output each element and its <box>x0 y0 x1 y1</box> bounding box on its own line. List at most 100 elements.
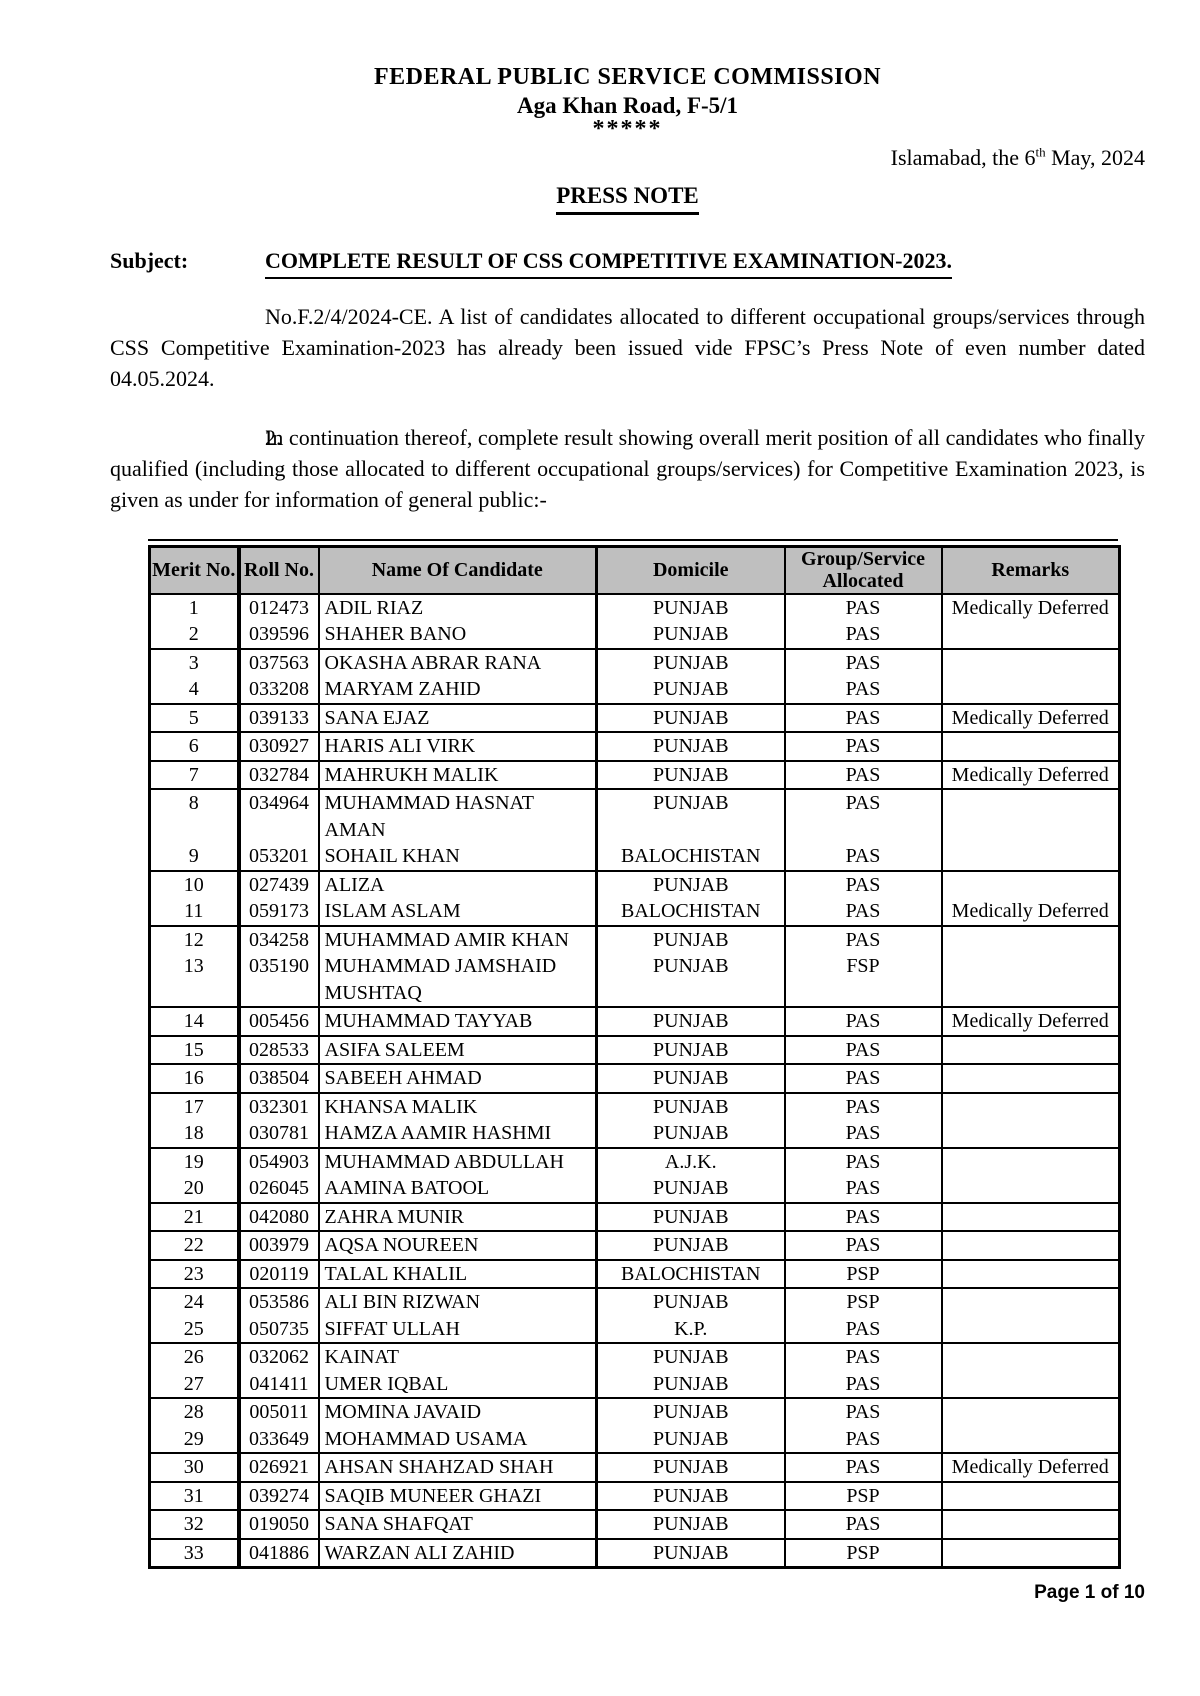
table-row: 32 019050 SANA SHAFQAT PUNJAB PAS <box>149 1510 1120 1540</box>
cell-name: ASIFA SALEEM <box>317 1035 597 1065</box>
cell-roll: 032784 <box>236 760 319 790</box>
table-row: 13 035190 MUHAMMAD JAMSHAID MUSHTAQ PUNJAB F… <box>149 953 1120 1008</box>
cell-remarks <box>940 1147 1120 1175</box>
cell-group: PAS <box>783 1120 942 1149</box>
table-row: 2 039596 SHAHER BANO PUNJAB PAS <box>149 621 1120 650</box>
cell-merit: 14 <box>149 1007 239 1037</box>
cell-name: MARYAM ZAHID <box>317 676 597 705</box>
cell-group: PSP <box>783 1288 942 1316</box>
table-row: 8 034964 MUHAMMAD HASNAT AMAN PUNJAB PAS <box>150 789 1120 843</box>
cell-group: FSP <box>783 953 942 1008</box>
cell-domicile: PUNJAB <box>595 1453 785 1483</box>
cell-roll: 027439 <box>236 870 319 898</box>
cell-domicile: A.J.K. <box>595 1147 785 1175</box>
cell-merit: 9 <box>149 843 239 872</box>
cell-group: PAS <box>783 1425 942 1454</box>
table-row: 19 054903 MUHAMMAD ABDULLAH A.J.K. PAS <box>150 1147 1120 1175</box>
cell-merit: 4 <box>149 676 239 705</box>
cell-name: MUHAMMAD ABDULLAH <box>317 1147 597 1175</box>
cell-roll: 034964 <box>236 789 319 843</box>
results-table-body: 1 012473 ADIL RIAZ PUNJAB PAS Medically Defer… <box>149 593 1120 1568</box>
cell-name: MUHAMMAD JAMSHAID MUSHTAQ <box>317 953 597 1008</box>
results-table-block: Merit No. Roll No. Name Of Candidate Domici… <box>148 539 1121 1569</box>
cell-remarks <box>940 1202 1120 1232</box>
header-cell-group: Group/Service Allocated <box>783 546 942 595</box>
date-text-rest: May, 2024 <box>1045 145 1145 170</box>
cell-name: MAHRUKH MALIK <box>317 760 597 790</box>
cell-remarks <box>940 1398 1120 1426</box>
press-note-heading: PRESS NOTE <box>556 181 699 215</box>
cell-roll: 005456 <box>236 1007 319 1037</box>
cell-roll: 030927 <box>236 732 319 762</box>
table-row: 21 042080 ZAHRA MUNIR PUNJAB PAS <box>149 1202 1120 1232</box>
cell-name: AAMINA BATOOL <box>317 1175 597 1204</box>
cell-group: PAS <box>783 1007 942 1037</box>
cell-merit: 31 <box>149 1481 239 1511</box>
cell-group: PSP <box>783 1259 942 1289</box>
cell-group: PAS <box>783 1343 942 1371</box>
cell-remarks <box>940 1259 1120 1289</box>
cell-name: TALAL KHALIL <box>317 1259 597 1289</box>
cell-roll: 038504 <box>236 1064 319 1094</box>
cell-roll: 005011 <box>236 1398 319 1426</box>
cell-group: PAS <box>783 925 942 953</box>
cell-remarks <box>940 1370 1120 1399</box>
results-table: Merit No. Roll No. Name Of Candidate Domici… <box>148 545 1121 1569</box>
cell-merit: 6 <box>149 732 239 762</box>
cell-remarks <box>940 1120 1120 1149</box>
cell-merit: 19 <box>183 1150 204 1173</box>
cell-merit: 12 <box>183 928 204 951</box>
table-row: 30 026921 AHSAN SHAHZAD SHAH PUNJAB PAS Medic… <box>149 1453 1120 1483</box>
table-row: 28 005011 MOMINA JAVAID PUNJAB PAS <box>150 1398 1120 1426</box>
cell-domicile: PUNJAB <box>595 1343 785 1371</box>
cell-domicile: PUNJAB <box>595 1538 785 1568</box>
cell-group: PAS <box>783 870 942 898</box>
cell-merit: 17 <box>183 1095 204 1118</box>
subject-row: Subject: COMPLETE RESULT OF CSS COMPETIT… <box>110 245 1145 279</box>
cell-roll: 054903 <box>236 1147 319 1175</box>
cell-domicile: PUNJAB <box>595 676 785 705</box>
date-ordinal-suffix: th <box>1035 144 1046 160</box>
cell-group: PAS <box>783 732 942 762</box>
cell-domicile: K.P. <box>595 1315 785 1344</box>
cell-name: SAQIB MUNEER GHAZI <box>317 1481 597 1511</box>
header-cell-domicile: Domicile <box>595 546 785 595</box>
cell-roll: 041886 <box>236 1538 319 1568</box>
cell-merit: 18 <box>149 1120 239 1149</box>
table-row: 26 032062 KAINAT PUNJAB PAS <box>150 1343 1120 1371</box>
table-row: 1 012473 ADIL RIAZ PUNJAB PAS Medically Defer… <box>150 593 1120 621</box>
cell-domicile: PUNJAB <box>595 1481 785 1511</box>
header-cell-remarks: Remarks <box>940 546 1120 595</box>
cell-roll: 003979 <box>236 1231 319 1261</box>
cell-name: KAINAT <box>317 1343 597 1371</box>
cell-merit: 33 <box>183 1541 204 1564</box>
cell-domicile: PUNJAB <box>595 732 785 762</box>
table-row: 31 039274 SAQIB MUNEER GHAZI PUNJAB PSP <box>149 1481 1120 1511</box>
cell-name: ADIL RIAZ <box>317 593 597 621</box>
page-footer: Page 1 of 10 <box>1034 1582 1145 1603</box>
cell-remarks <box>940 648 1120 676</box>
cell-name: MOMINA JAVAID <box>317 1398 597 1426</box>
cell-merit: 22 <box>149 1231 239 1261</box>
header-cell-name: Name Of Candidate <box>317 546 597 595</box>
cell-domicile: PUNJAB <box>595 1510 785 1540</box>
cell-remarks <box>940 789 1120 843</box>
table-top-rule <box>148 539 1118 541</box>
cell-domicile: BALOCHISTAN <box>595 1259 785 1289</box>
paragraph-2-text: In continuation thereof, complete result… <box>110 425 1145 512</box>
cell-domicile: PUNJAB <box>595 1288 785 1316</box>
cell-remarks <box>940 1175 1120 1204</box>
cell-roll: 019050 <box>236 1510 319 1540</box>
press-note-heading-wrap: PRESS NOTE <box>110 181 1145 215</box>
date-line: Islamabad, the 6th May, 2024 <box>110 143 1145 173</box>
cell-domicile: PUNJAB <box>595 1398 785 1426</box>
cell-roll: 032062 <box>236 1343 319 1371</box>
cell-domicile: PUNJAB <box>595 1035 785 1065</box>
cell-merit: 7 <box>149 760 239 790</box>
cell-merit: 3 <box>188 651 199 674</box>
cell-merit: 25 <box>149 1315 239 1344</box>
cell-name: ISLAM ASLAM <box>317 898 597 927</box>
cell-name: MUHAMMAD AMIR KHAN <box>317 925 597 953</box>
cell-group: PAS <box>783 621 942 650</box>
cell-domicile: BALOCHISTAN <box>595 843 785 872</box>
